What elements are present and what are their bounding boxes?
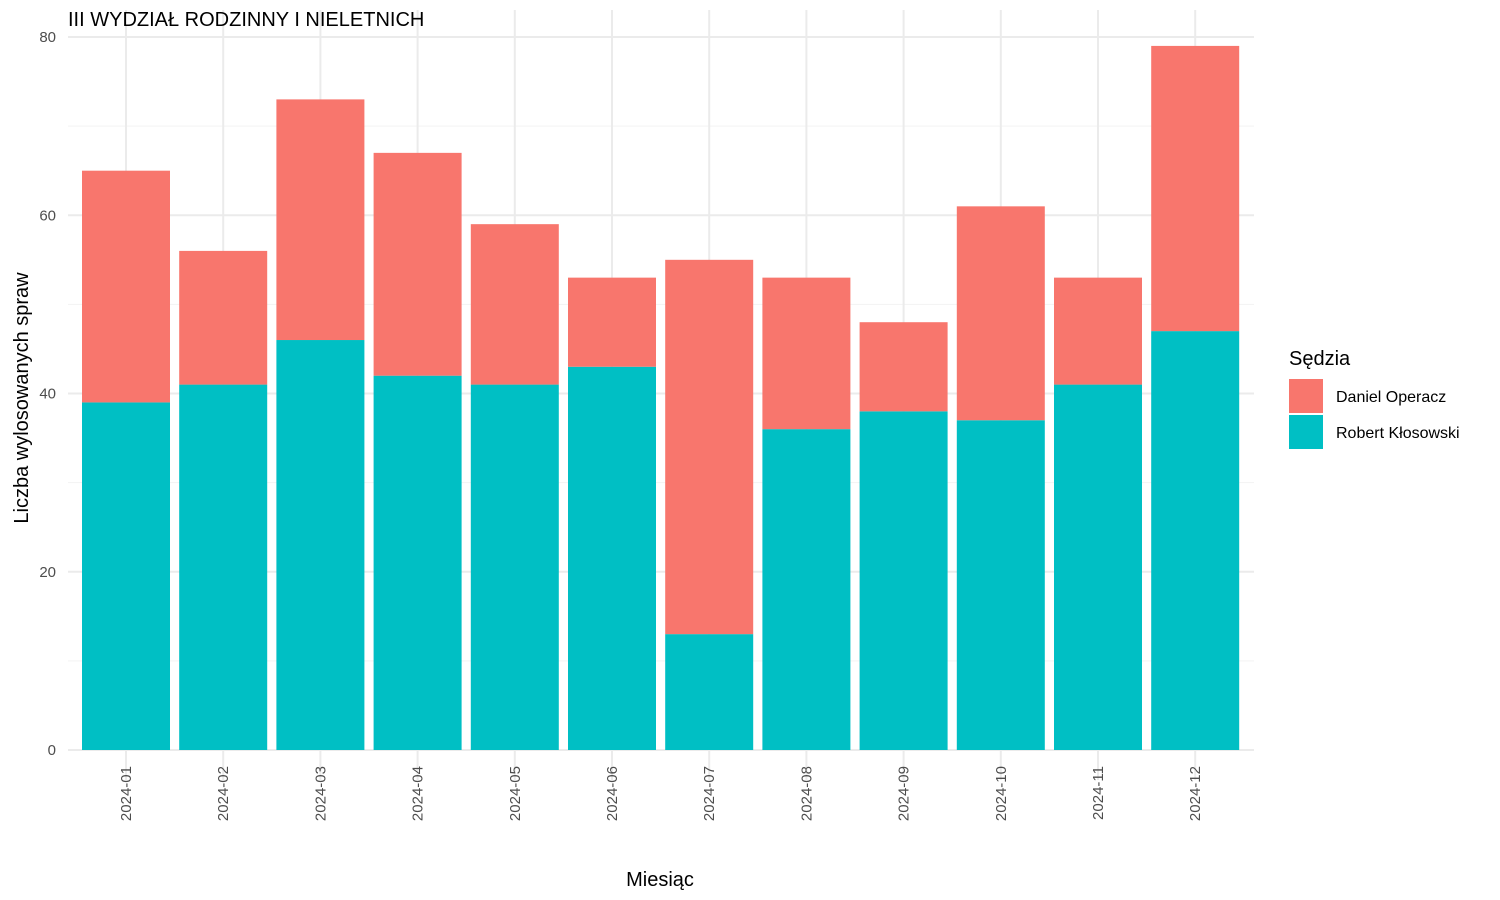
x-tick-label: 2024-01 [118, 766, 135, 821]
bar-segment [859, 411, 948, 750]
bar-segment [568, 366, 656, 750]
chart-title: III WYDZIAŁ RODZINNY I NIELETNICH [68, 9, 424, 31]
bar-segment [470, 384, 559, 750]
y-tick-label: 0 [48, 742, 56, 759]
legend-label: Daniel Operacz [1336, 389, 1446, 406]
x-tick-label: 2024-06 [604, 766, 621, 821]
bar-segment [665, 634, 754, 750]
bar-segment [568, 277, 656, 367]
bar-segment [762, 277, 851, 430]
y-tick-labels: 0 20 40 60 80 [39, 29, 56, 759]
x-tick-label: 2024-03 [312, 766, 329, 821]
bar-segment [179, 250, 268, 385]
bar-segment [276, 340, 365, 750]
bar-segment [956, 420, 1045, 750]
bar-segment [859, 322, 948, 412]
bar-segment [179, 384, 268, 750]
bar-segment [373, 375, 462, 750]
y-tick-label: 80 [39, 29, 56, 46]
legend-label: Robert Kłosowski [1336, 425, 1460, 442]
x-tick-label: 2024-04 [410, 766, 427, 821]
x-tick-label: 2024-11 [1090, 766, 1107, 820]
x-tick-label: 2024-10 [993, 766, 1010, 821]
y-axis-title: Liczba wylosowanych spraw [11, 272, 33, 524]
bar-segment [1151, 45, 1240, 332]
x-tick-labels: 2024-01 2024-02 2024-03 2024-04 2024-05 2024-… [118, 766, 1204, 821]
x-tick-label: 2024-02 [215, 766, 232, 821]
x-tick-label: 2024-12 [1187, 766, 1204, 821]
legend-swatch [1289, 415, 1323, 449]
y-tick-label: 60 [39, 207, 56, 224]
legend-swatch [1289, 379, 1323, 413]
bar-segment [1054, 277, 1142, 385]
bar-segment [1054, 384, 1142, 750]
bar-segment [762, 429, 851, 750]
x-axis-title: Miesiąc [626, 869, 694, 891]
x-tick-label: 2024-09 [896, 766, 913, 821]
legend: Sędzia Daniel Operacz Robert Kłosowski [1289, 348, 1460, 449]
bar-segment [82, 170, 170, 403]
bar-segment [470, 224, 559, 385]
bar-segment [1151, 331, 1240, 750]
y-tick-label: 40 [39, 386, 56, 403]
bars [82, 45, 1240, 750]
x-tick-label: 2024-08 [798, 766, 815, 821]
legend-items: Daniel Operacz Robert Kłosowski [1289, 379, 1460, 449]
y-tick-label: 20 [39, 564, 56, 581]
x-tick-label: 2024-07 [701, 766, 718, 821]
bar-segment [956, 206, 1045, 421]
bar-segment [82, 402, 170, 750]
x-tick-label: 2024-05 [507, 766, 524, 821]
bar-segment [276, 99, 365, 341]
bar-segment [665, 259, 754, 635]
legend-title: Sędzia [1289, 348, 1351, 370]
bar-segment [373, 152, 462, 376]
